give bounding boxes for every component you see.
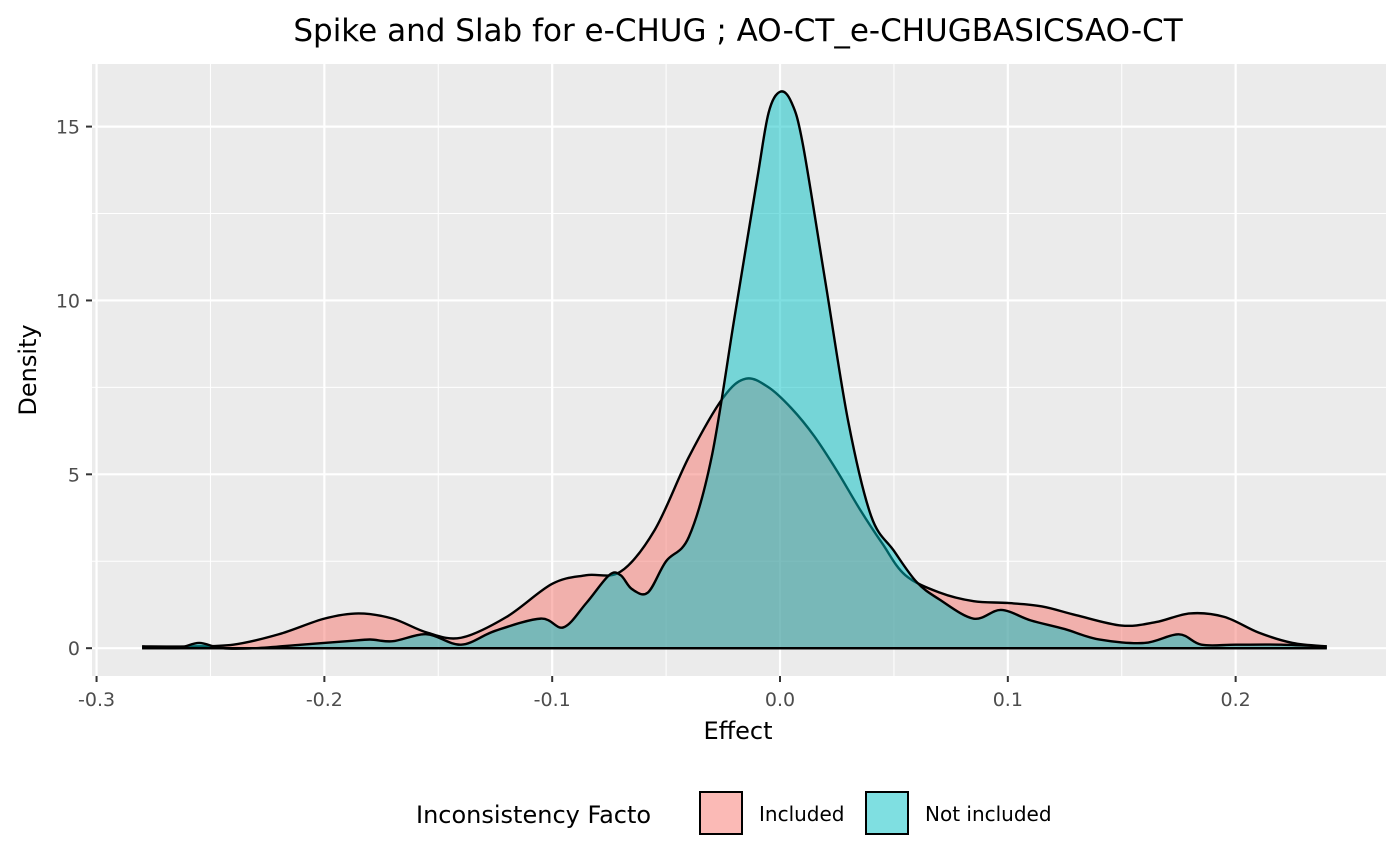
legend-label-included: Included — [759, 802, 845, 826]
density-line-not-included — [142, 90, 1327, 650]
y-axis-title: Density — [14, 324, 42, 415]
legend-title: Inconsistency Facto — [416, 801, 651, 829]
legend: Inconsistency Facto Included Not include… — [416, 791, 1052, 835]
y-tick-label: 15 — [56, 117, 80, 139]
x-axis: -0.3 -0.2 -0.1 0.0 0.1 0.2 — [78, 676, 1251, 711]
legend-key-included — [699, 791, 743, 835]
x-tick-label: 0.1 — [993, 689, 1023, 711]
x-tick-label: -0.1 — [534, 689, 571, 711]
y-tick-label: 10 — [56, 290, 80, 312]
y-axis: 0 5 10 15 — [56, 117, 92, 660]
density-areas — [142, 90, 1327, 650]
density-area-not-included — [142, 91, 1327, 649]
legend-key-not-included — [865, 791, 909, 835]
legend-label-not-included: Not included — [925, 802, 1052, 826]
x-tick-label: -0.2 — [306, 689, 343, 711]
x-axis-title: Effect — [703, 717, 772, 745]
x-tick-label: 0.2 — [1221, 689, 1251, 711]
chart-title: Spike and Slab for e-CHUG ; AO-CT_e-CHUG… — [293, 13, 1183, 49]
y-tick-label: 0 — [68, 638, 80, 660]
x-tick-label: 0.0 — [765, 689, 795, 711]
x-tick-label: -0.3 — [78, 689, 115, 711]
y-tick-label: 5 — [68, 464, 80, 486]
